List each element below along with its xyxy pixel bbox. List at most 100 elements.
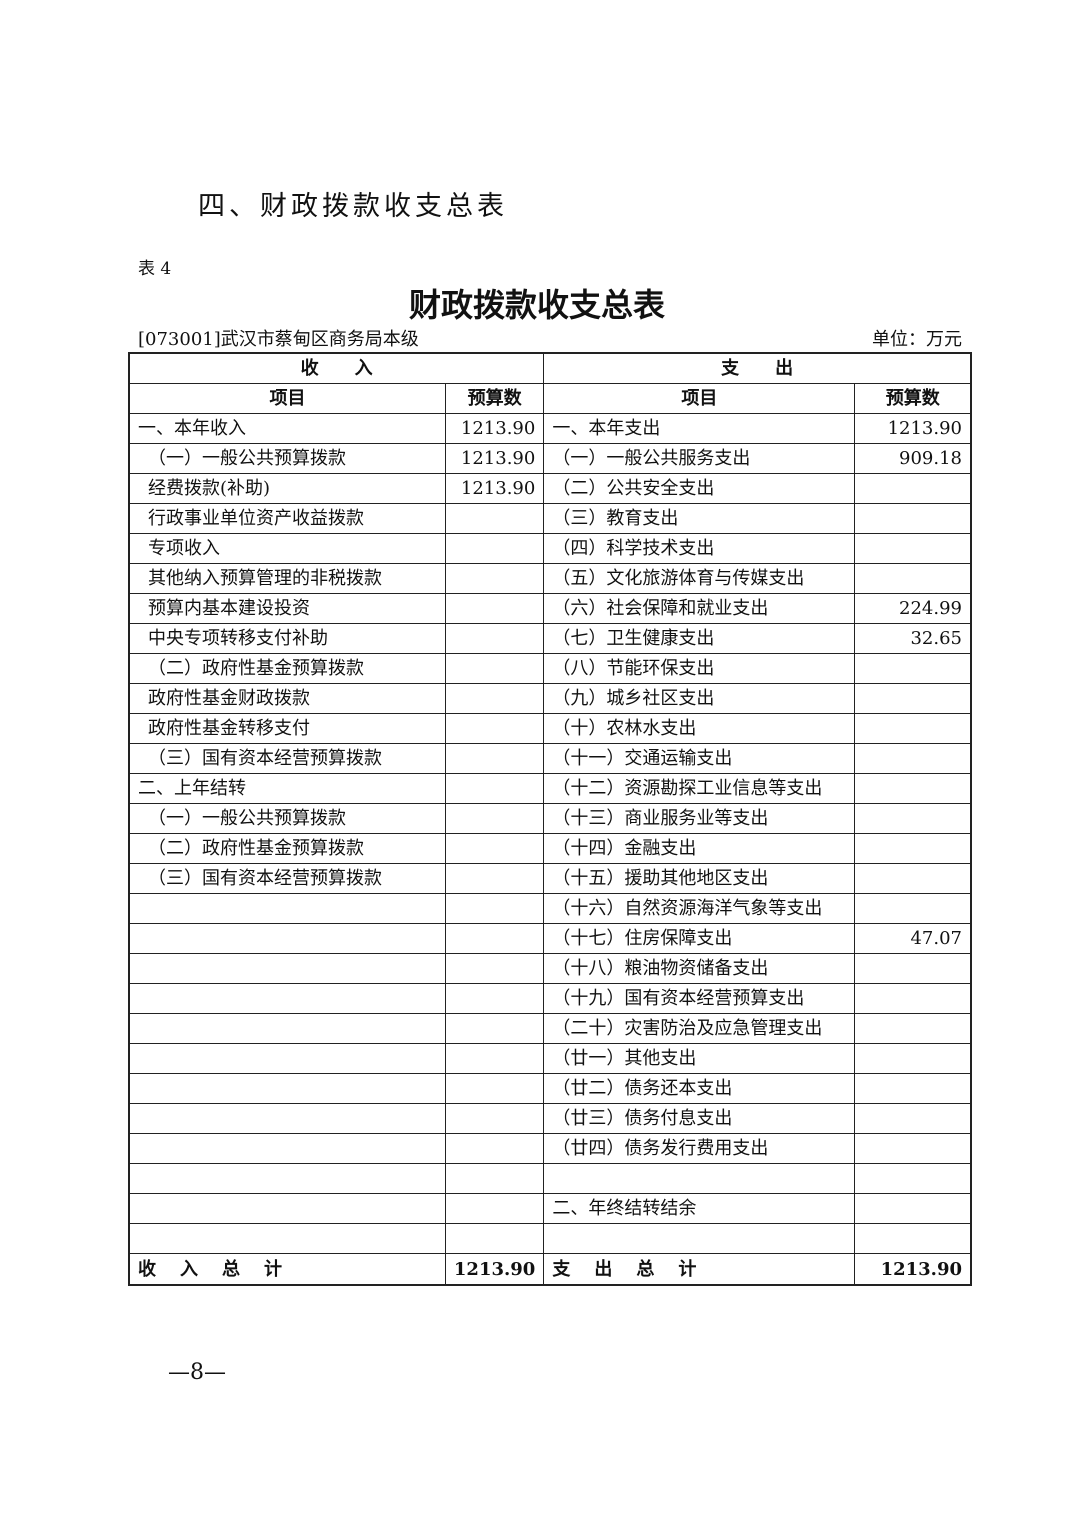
- income-budget: [444, 803, 545, 834]
- expense-item: （十四）金融支出: [543, 833, 856, 864]
- expense-item: （廿一）其他支出: [543, 1043, 856, 1074]
- income-budget: [444, 1013, 545, 1044]
- income-budget: 1213.90: [444, 473, 545, 504]
- table-row: （二）政府性基金预算拨款 （八）节能环保支出: [128, 653, 972, 684]
- income-item: （三）国有资本经营预算拨款: [128, 863, 446, 894]
- table-row: （廿三）债务付息支出: [128, 1103, 972, 1134]
- income-budget: [444, 653, 545, 684]
- expense-item: （十六）自然资源海洋气象等支出: [543, 893, 856, 924]
- table-row: 一、本年收入 1213.90 一、本年支出 1213.90: [128, 413, 972, 444]
- expense-budget: 47.07: [854, 923, 972, 954]
- income-item: [128, 1223, 446, 1254]
- expense-item: （十）农林水支出: [543, 713, 856, 744]
- table-row: （十七）住房保障支出 47.07: [128, 923, 972, 954]
- total-row: 收入总计 1213.90 支出总计 1213.90: [128, 1253, 972, 1286]
- income-budget-header: 预算数: [444, 383, 545, 414]
- income-budget: [444, 1073, 545, 1104]
- table-row: （三）国有资本经营预算拨款 （十一）交通运输支出: [128, 743, 972, 774]
- expense-item: （十九）国有资本经营预算支出: [543, 983, 856, 1014]
- expense-budget: 909.18: [854, 443, 972, 474]
- income-budget: 1213.90: [444, 443, 545, 474]
- income-item: （一）一般公共预算拨款: [128, 443, 446, 474]
- expense-budget: [854, 1073, 972, 1104]
- page-number: —8—: [168, 1360, 226, 1385]
- expense-item: （九）城乡社区支出: [543, 683, 856, 714]
- income-item: [128, 1013, 446, 1044]
- expense-budget: [854, 1193, 972, 1224]
- income-budget: [444, 1103, 545, 1134]
- table-row: 中央专项转移支付补助 （七）卫生健康支出 32.65: [128, 623, 972, 654]
- table-row: 专项收入 （四）科学技术支出: [128, 533, 972, 564]
- income-budget: [444, 773, 545, 804]
- unit-label: 单位：万元: [872, 329, 962, 350]
- section-title: 四、财政拨款收支总表: [198, 191, 508, 222]
- income-item: [128, 1073, 446, 1104]
- expense-item: 二、年终结转结余: [543, 1193, 856, 1224]
- income-total-value: 1213.90: [444, 1253, 545, 1286]
- income-budget: [444, 563, 545, 594]
- header-row-group: 收 入 支 出: [128, 352, 972, 384]
- income-budget: [444, 743, 545, 774]
- expense-budget: [854, 893, 972, 924]
- income-item: （二）政府性基金预算拨款: [128, 653, 446, 684]
- expense-item: （六）社会保障和就业支出: [543, 593, 856, 624]
- expense-total-value: 1213.90: [854, 1253, 972, 1286]
- expense-item: （十五）援助其他地区支出: [543, 863, 856, 894]
- income-item: 行政事业单位资产收益拨款: [128, 503, 446, 534]
- income-item: （一）一般公共预算拨款: [128, 803, 446, 834]
- expense-budget: 224.99: [854, 593, 972, 624]
- income-item: 专项收入: [128, 533, 446, 564]
- income-item: 政府性基金转移支付: [128, 713, 446, 744]
- expense-item: （三）教育支出: [543, 503, 856, 534]
- expense-item-header: 项目: [543, 383, 856, 414]
- income-item: （三）国有资本经营预算拨款: [128, 743, 446, 774]
- expense-budget: [854, 773, 972, 804]
- income-header: 收 入: [128, 352, 545, 384]
- table-row: （十六）自然资源海洋气象等支出: [128, 893, 972, 924]
- expense-budget: [854, 953, 972, 984]
- income-budget: [444, 533, 545, 564]
- income-item: [128, 1043, 446, 1074]
- table-row: 政府性基金转移支付 （十）农林水支出: [128, 713, 972, 744]
- expense-item: （廿三）债务付息支出: [543, 1103, 856, 1134]
- expense-budget: [854, 743, 972, 774]
- income-budget: [444, 683, 545, 714]
- table-row: 二、年终结转结余: [128, 1193, 972, 1224]
- expense-budget: [854, 1013, 972, 1044]
- income-budget: [444, 893, 545, 924]
- income-item: 一、本年收入: [128, 413, 446, 444]
- header-row-columns: 项目 预算数 项目 预算数: [128, 383, 972, 414]
- expense-budget: [854, 1103, 972, 1134]
- income-budget: [444, 713, 545, 744]
- expense-item: （廿四）债务发行费用支出: [543, 1133, 856, 1164]
- expense-item: （二十）灾害防治及应急管理支出: [543, 1013, 856, 1044]
- expense-budget: [854, 863, 972, 894]
- income-budget: [444, 1043, 545, 1074]
- income-item: [128, 923, 446, 954]
- expense-item: [543, 1223, 856, 1254]
- income-budget: [444, 1163, 545, 1194]
- document-title: 财政拨款收支总表: [408, 286, 665, 324]
- income-budget: [444, 503, 545, 534]
- income-item: 其他纳入预算管理的非税拨款: [128, 563, 446, 594]
- expense-header: 支 出: [543, 352, 972, 384]
- expense-budget-header: 预算数: [854, 383, 972, 414]
- table-row: 其他纳入预算管理的非税拨款 （五）文化旅游体育与传媒支出: [128, 563, 972, 594]
- expense-budget: [854, 683, 972, 714]
- table-row: （廿二）债务还本支出: [128, 1073, 972, 1104]
- income-budget: [444, 1223, 545, 1254]
- expense-item: （廿二）债务还本支出: [543, 1073, 856, 1104]
- table-row: （十八）粮油物资储备支出: [128, 953, 972, 984]
- income-item-header: 项目: [128, 383, 446, 414]
- income-budget: 1213.90: [444, 413, 545, 444]
- income-budget: [444, 833, 545, 864]
- table-row: 预算内基本建设投资 （六）社会保障和就业支出 224.99: [128, 593, 972, 624]
- expense-item: （十一）交通运输支出: [543, 743, 856, 774]
- table-row: （三）国有资本经营预算拨款 （十五）援助其他地区支出: [128, 863, 972, 894]
- income-budget: [444, 623, 545, 654]
- income-item: 政府性基金财政拨款: [128, 683, 446, 714]
- budget-table: 收 入 支 出 项目 预算数 项目 预算数 一、本年收入 1213.90 一、本年支…: [128, 352, 972, 1286]
- expense-item: （八）节能环保支出: [543, 653, 856, 684]
- income-budget: [444, 983, 545, 1014]
- income-item: （二）政府性基金预算拨款: [128, 833, 446, 864]
